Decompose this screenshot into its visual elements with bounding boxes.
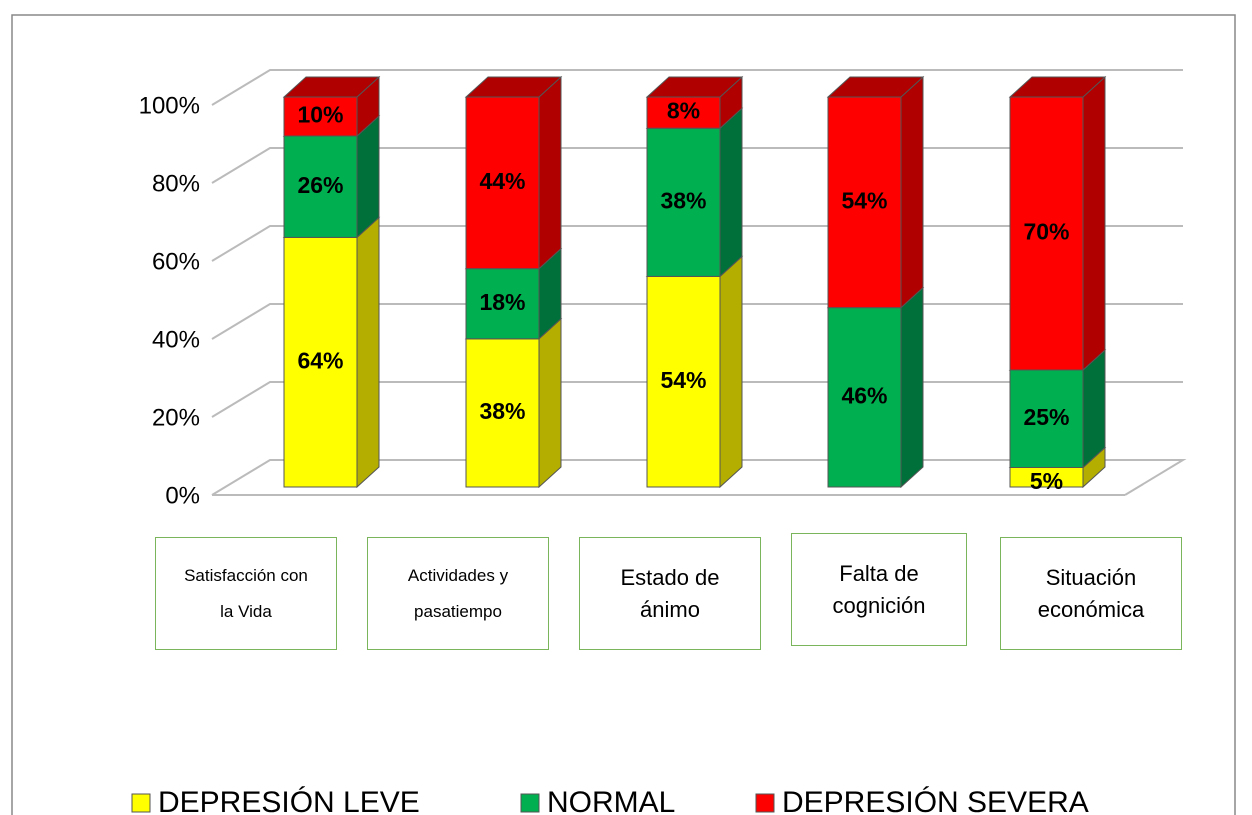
bar-segment xyxy=(283,135,358,238)
bar-top xyxy=(645,76,744,98)
category-label: Situación económica xyxy=(1000,537,1182,650)
legend-swatch xyxy=(520,793,540,813)
bar-segment xyxy=(283,236,358,488)
data-label: 8% xyxy=(667,98,700,124)
data-label: 70% xyxy=(1023,219,1069,245)
bar-segment xyxy=(465,338,540,488)
legend-label: DEPRESIÓN SEVERA xyxy=(782,786,1089,815)
bar-segment xyxy=(1009,96,1084,371)
y-tick-label: 20% xyxy=(152,404,200,431)
bar-side xyxy=(356,114,380,239)
bar-segment xyxy=(646,275,721,488)
data-label: 38% xyxy=(479,398,525,424)
legend-label: DEPRESIÓN LEVE xyxy=(158,786,420,815)
category-label: Actividades y pasatiempo xyxy=(367,537,549,650)
bar-segment xyxy=(465,268,540,340)
bar-side xyxy=(1082,75,1106,372)
bar-side xyxy=(719,255,743,489)
data-label: 25% xyxy=(1023,404,1069,430)
data-label: 26% xyxy=(297,172,343,198)
y-tick-label: 100% xyxy=(139,92,200,119)
data-label: 44% xyxy=(479,168,525,194)
bar-segment xyxy=(827,307,902,488)
bar-segment xyxy=(827,96,902,309)
y-tick-label: 60% xyxy=(152,248,200,275)
bar-side xyxy=(900,75,924,309)
bar-top xyxy=(464,76,563,98)
data-label: 46% xyxy=(841,382,887,408)
data-label: 10% xyxy=(297,102,343,128)
category-label: Satisfacción con la Vida xyxy=(155,537,337,650)
data-label: 38% xyxy=(660,187,706,213)
data-label: 64% xyxy=(297,347,343,373)
bar-segment xyxy=(465,96,540,270)
data-label: 18% xyxy=(479,289,525,315)
bar-top xyxy=(826,76,925,98)
bar-segment xyxy=(646,96,721,129)
bar-side xyxy=(538,75,562,270)
data-label: 54% xyxy=(660,367,706,393)
grid-line xyxy=(211,69,1183,106)
data-label: 5% xyxy=(1030,468,1063,494)
category-label: Falta de cognición xyxy=(791,533,967,646)
y-tick-label: 40% xyxy=(152,326,200,353)
data-label: 54% xyxy=(841,187,887,213)
y-tick-label: 0% xyxy=(165,482,200,509)
legend-swatch xyxy=(755,793,775,813)
bar-segment xyxy=(646,127,721,277)
y-tick-label: 80% xyxy=(152,170,200,197)
bar-top xyxy=(1008,76,1107,98)
bar-side xyxy=(538,317,562,489)
bar-side xyxy=(356,216,380,489)
legend-swatch xyxy=(131,793,151,813)
bar-side xyxy=(900,286,924,489)
bar-side xyxy=(719,107,743,278)
bar-segment xyxy=(283,96,358,137)
category-label: Estado de ánimo xyxy=(579,537,761,650)
chart-border xyxy=(11,14,1236,815)
legend-label: NORMAL xyxy=(547,786,675,815)
bar-top xyxy=(282,76,381,98)
